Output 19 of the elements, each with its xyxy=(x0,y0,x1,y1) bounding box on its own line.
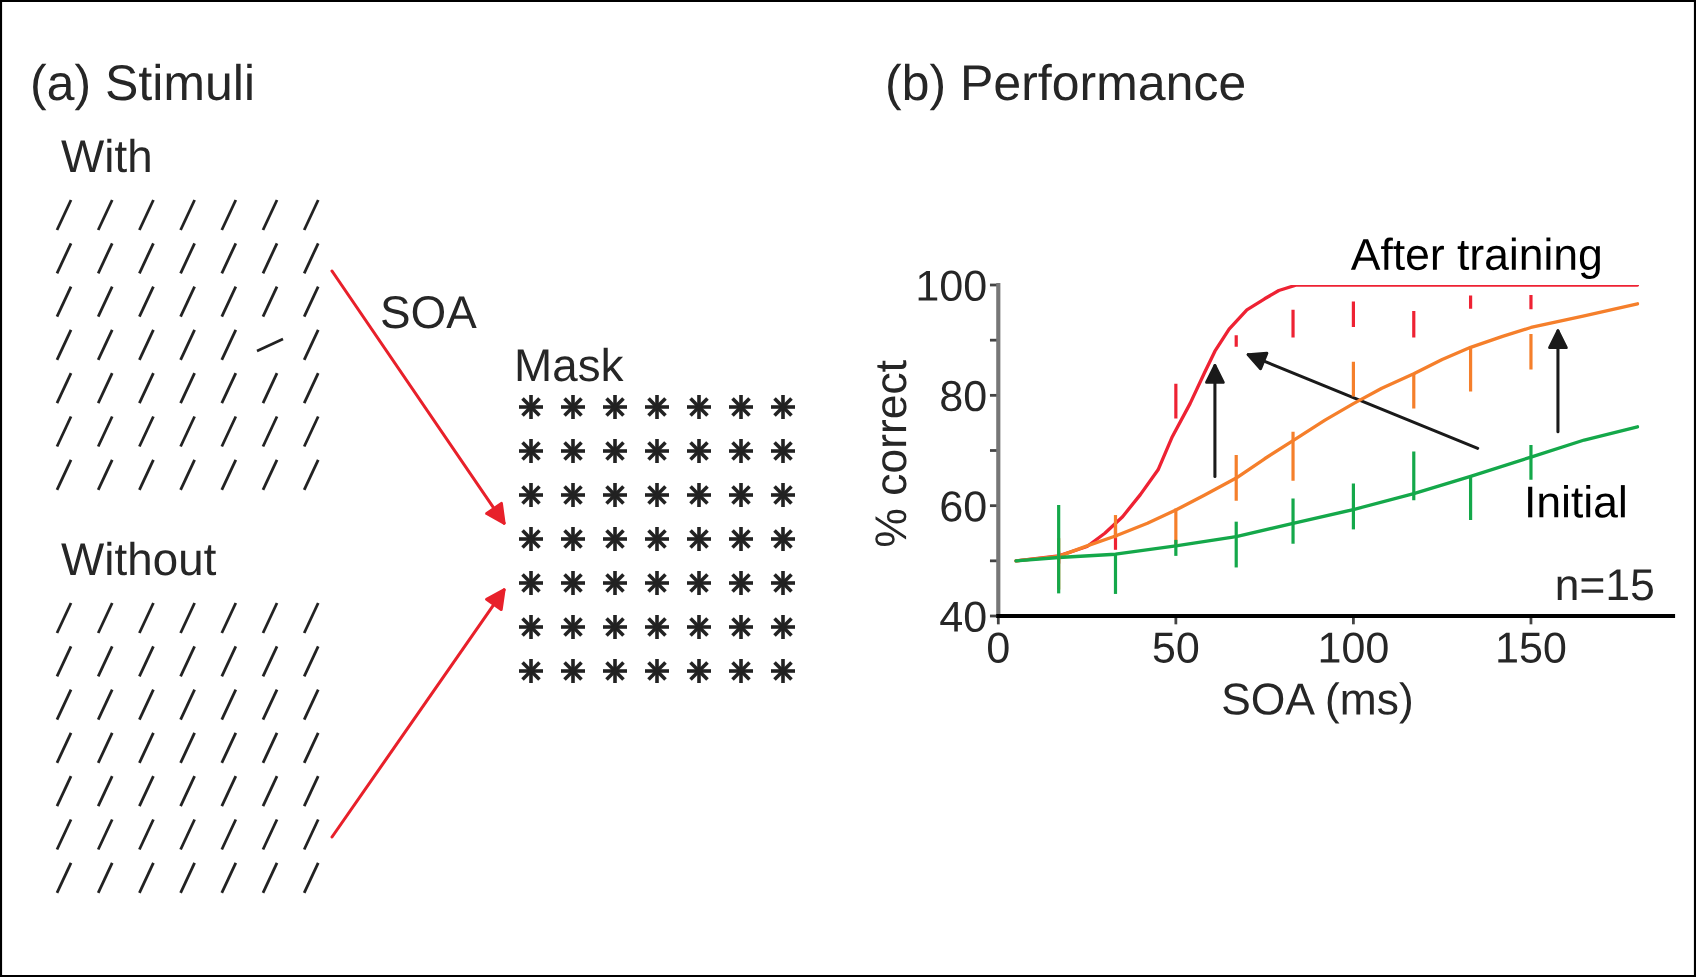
y-tick-label: 100 xyxy=(918,270,986,302)
annotation: n=15 xyxy=(1557,569,1653,601)
y-tick-label: 80 xyxy=(941,380,986,412)
chart-title: (b) Performance xyxy=(888,63,1245,111)
series-label: Initial xyxy=(1528,485,1625,518)
x-axis-title: SOA (ms) xyxy=(1223,682,1411,724)
text: SOA xyxy=(382,296,477,329)
text: With xyxy=(61,138,150,173)
y-axis-title: % correct xyxy=(875,360,907,547)
x-tick-label: 0 xyxy=(988,632,1009,663)
y-tick-label: 40 xyxy=(940,601,986,633)
y-tick-label: 60 xyxy=(941,491,986,522)
text: (a) Stimuli xyxy=(33,63,252,111)
series-label: After training xyxy=(1350,237,1600,279)
x-tick-label: 150 xyxy=(1498,632,1566,663)
text: Mask xyxy=(517,347,624,382)
text: Without xyxy=(61,541,217,576)
x-tick-label: 50 xyxy=(1153,632,1199,663)
x-tick-label: 100 xyxy=(1320,632,1388,663)
